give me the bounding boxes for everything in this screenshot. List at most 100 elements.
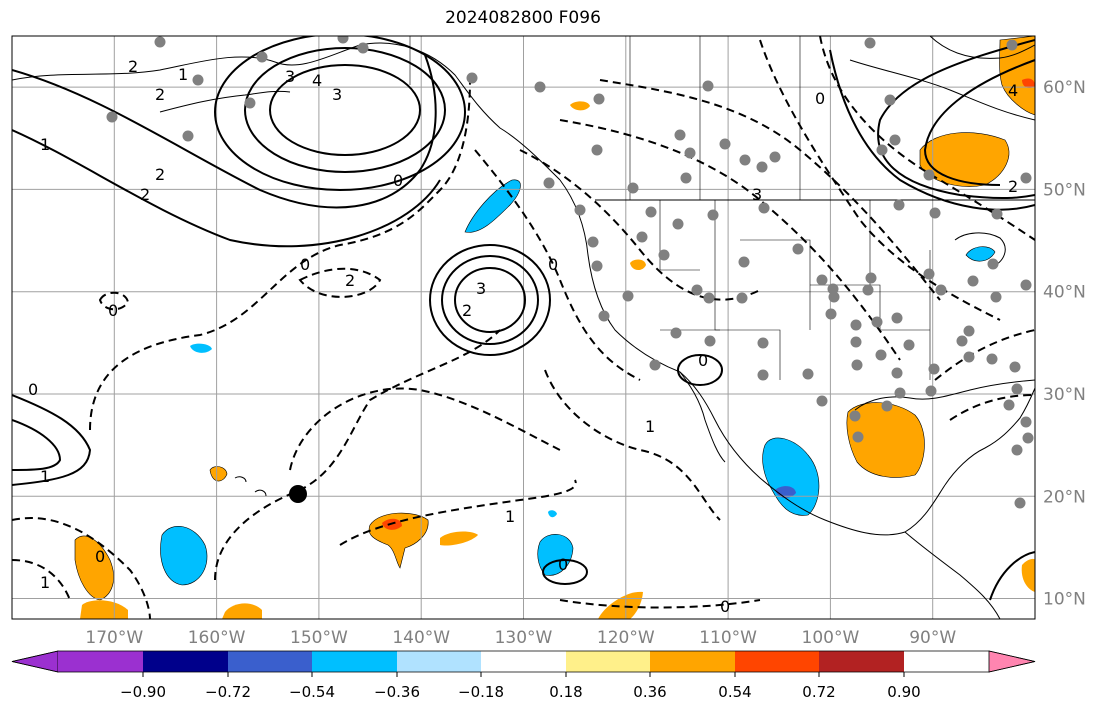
contour-label: 2 [155, 165, 165, 184]
station-dot [598, 310, 610, 322]
contour-label: 3 [285, 67, 295, 86]
station-dot [862, 284, 874, 296]
colorbar-segment [397, 651, 481, 672]
colorbar-extend-high [988, 650, 1036, 673]
contour-label: 2 [1008, 177, 1018, 196]
station-dot [792, 243, 804, 255]
lon-tick-label: 170°W [85, 628, 143, 648]
station-dot [466, 72, 478, 84]
contour-west-pacific-2 [12, 419, 62, 471]
contour-neg-9 [519, 149, 761, 301]
station-dot [674, 129, 686, 141]
colorbar-tick-label: 0.36 [633, 683, 666, 701]
station-dot [925, 385, 937, 397]
station-dot [850, 336, 862, 348]
station-dot [928, 363, 940, 375]
shade-great-lakes-blue [965, 246, 996, 262]
station-dot [990, 291, 1002, 303]
station-dot [1011, 444, 1023, 456]
contour-label: 1 [40, 573, 50, 592]
contour-canada-high-2 [923, 59, 1035, 186]
contour-label: 0 [28, 380, 38, 399]
station-dot [891, 312, 903, 324]
longitude-labels: 170°W 160°W 150°W 140°W 130°W 120°W 110°W 100°W… [85, 628, 956, 648]
colorbar-tick-label: −0.54 [289, 683, 335, 701]
colorbar-segment [58, 651, 143, 672]
station-dot [825, 308, 837, 320]
colorbar-segment [228, 651, 312, 672]
great-lakes [954, 232, 1006, 269]
colorbar-segment [819, 651, 904, 672]
station-dot [1011, 383, 1023, 395]
station-dot [636, 231, 648, 243]
station-dot [864, 37, 876, 49]
station-dot [645, 206, 657, 218]
colorbar-segment [312, 651, 397, 672]
contour-label: 0 [698, 351, 708, 370]
shade-hudson-red [1022, 78, 1035, 88]
station-dot [929, 207, 941, 219]
station-dot [816, 274, 828, 286]
west-coast [559, 179, 946, 536]
contour-label: 0 [720, 597, 730, 616]
station-dot [707, 209, 719, 221]
shade-pacific-blue-dot1 [190, 343, 212, 353]
baja-california [679, 371, 726, 463]
station-dot [889, 134, 901, 146]
contour-label: 2 [462, 301, 472, 320]
shade-mexico-purple [775, 486, 796, 498]
lat-tick-label: 30°N [1043, 385, 1086, 405]
station-dot [1020, 172, 1032, 184]
lon-tick-label: 110°W [699, 628, 757, 648]
latitude-labels: 60°N 50°N 40°N 30°N 20°N 10°N [1043, 78, 1086, 609]
station-dot [591, 144, 603, 156]
contour-pacific-high-1 [454, 267, 526, 333]
contour-label: 1 [40, 135, 50, 154]
gulf-of-mexico-coast [854, 379, 1035, 411]
shade-nv-orange [630, 259, 646, 271]
lat-tick-label: 20°N [1043, 487, 1086, 507]
station-dot [1003, 399, 1015, 411]
shade-pacific-orange-3 [209, 466, 228, 482]
station-dot [593, 93, 605, 105]
station-dot [871, 316, 883, 328]
station-dot [852, 431, 864, 443]
station-dot [574, 204, 586, 216]
station-dot [758, 202, 770, 214]
station-dot [534, 81, 546, 93]
contour-label: 2 [128, 57, 138, 76]
shade-pacific-blue-dot2 [548, 510, 557, 518]
station-dot [192, 74, 204, 86]
station-dot [956, 335, 968, 347]
station-dot [702, 80, 714, 92]
contour-neg-13 [819, 36, 1035, 241]
station-dot [1022, 432, 1034, 444]
station-dot [884, 94, 896, 106]
contour-label: 3 [752, 185, 762, 204]
anomaly-shading [74, 36, 1035, 619]
contour-label: 2 [155, 85, 165, 104]
lon-tick-label: 140°W [392, 628, 450, 648]
station-dot [736, 292, 748, 304]
contour-label: 0 [393, 171, 403, 190]
colorbar-segment [143, 651, 228, 672]
contour-neg-3 [289, 387, 561, 471]
station-dot [757, 369, 769, 381]
contour-alaska-high-3 [214, 36, 466, 191]
station-dot [543, 177, 555, 189]
station-dot [875, 349, 887, 361]
shade-bc-blue [464, 179, 521, 233]
station-dot [182, 130, 194, 142]
station-dot [894, 387, 906, 399]
station-dot [881, 400, 893, 412]
lat-tick-label: 40°N [1043, 283, 1086, 303]
station-dot [850, 319, 862, 331]
aleutian-chain [159, 90, 291, 113]
contour-pacific-high-3 [429, 244, 551, 356]
map-frame [11, 35, 1036, 620]
contour-neg-17 [934, 329, 1035, 381]
shade-pacific-blue-west [160, 526, 208, 586]
lon-tick-label: 100°W [802, 628, 860, 648]
hawaii-islands [234, 476, 267, 497]
station-dot [851, 359, 863, 371]
